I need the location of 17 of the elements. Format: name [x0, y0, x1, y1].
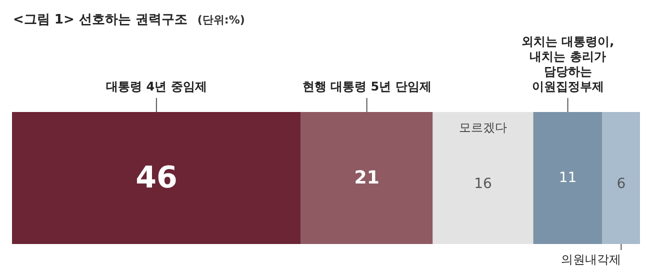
bar: [12, 112, 301, 244]
series-label: 모르겠다: [459, 120, 507, 134]
chart-subtitle: (단위:%): [197, 14, 245, 26]
series-label: 의원내각제: [561, 252, 622, 266]
data-label: 46: [136, 160, 178, 196]
series-label: 현행 대통령 5년 단임제: [302, 80, 432, 94]
bar: [533, 112, 602, 244]
data-label: 6: [616, 176, 626, 192]
bar: [432, 112, 534, 244]
bar: [300, 112, 433, 244]
series-label: 대통령 4년 중임제: [106, 80, 207, 94]
data-label: 11: [558, 170, 577, 186]
data-label: 21: [354, 168, 380, 188]
series-label: 외치는 대통령이, 내치는 총리가 담당하는 이원집정부제: [521, 34, 614, 94]
chart-title: <그림 1> 선호하는 권력구조: [13, 12, 188, 28]
bar: [602, 112, 640, 244]
data-label: 16: [474, 176, 492, 192]
